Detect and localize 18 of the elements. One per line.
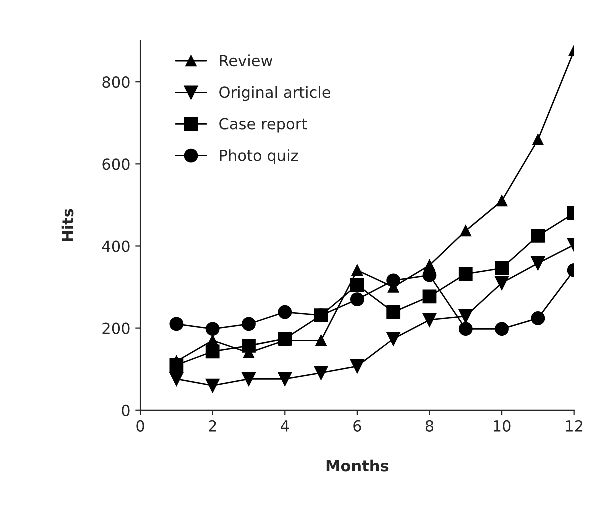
x-tick-label: 6	[354, 420, 362, 432]
legend-label: Review	[220, 54, 273, 67]
y-tick-label: 0	[122, 404, 130, 416]
x-tick-label: 12	[566, 420, 583, 432]
x-tick-label: 8	[426, 420, 434, 432]
legend-label: Photo quiz	[220, 150, 298, 164]
y-axis-title: Hits	[62, 209, 74, 242]
legend-label: Original article	[220, 86, 330, 102]
y-tick-label: 200	[102, 322, 130, 334]
legend-label: Case report	[220, 118, 308, 133]
x-axis-title: Months	[326, 460, 389, 472]
x-tick-label: 2	[209, 420, 216, 432]
x-tick-label: 0	[136, 420, 144, 432]
y-tick-label: 600	[102, 158, 130, 170]
x-tick-label: 4	[281, 420, 290, 432]
x-tick-label: 10	[494, 420, 511, 432]
y-tick-label: 400	[102, 240, 130, 252]
y-tick-label: 800	[102, 76, 130, 88]
